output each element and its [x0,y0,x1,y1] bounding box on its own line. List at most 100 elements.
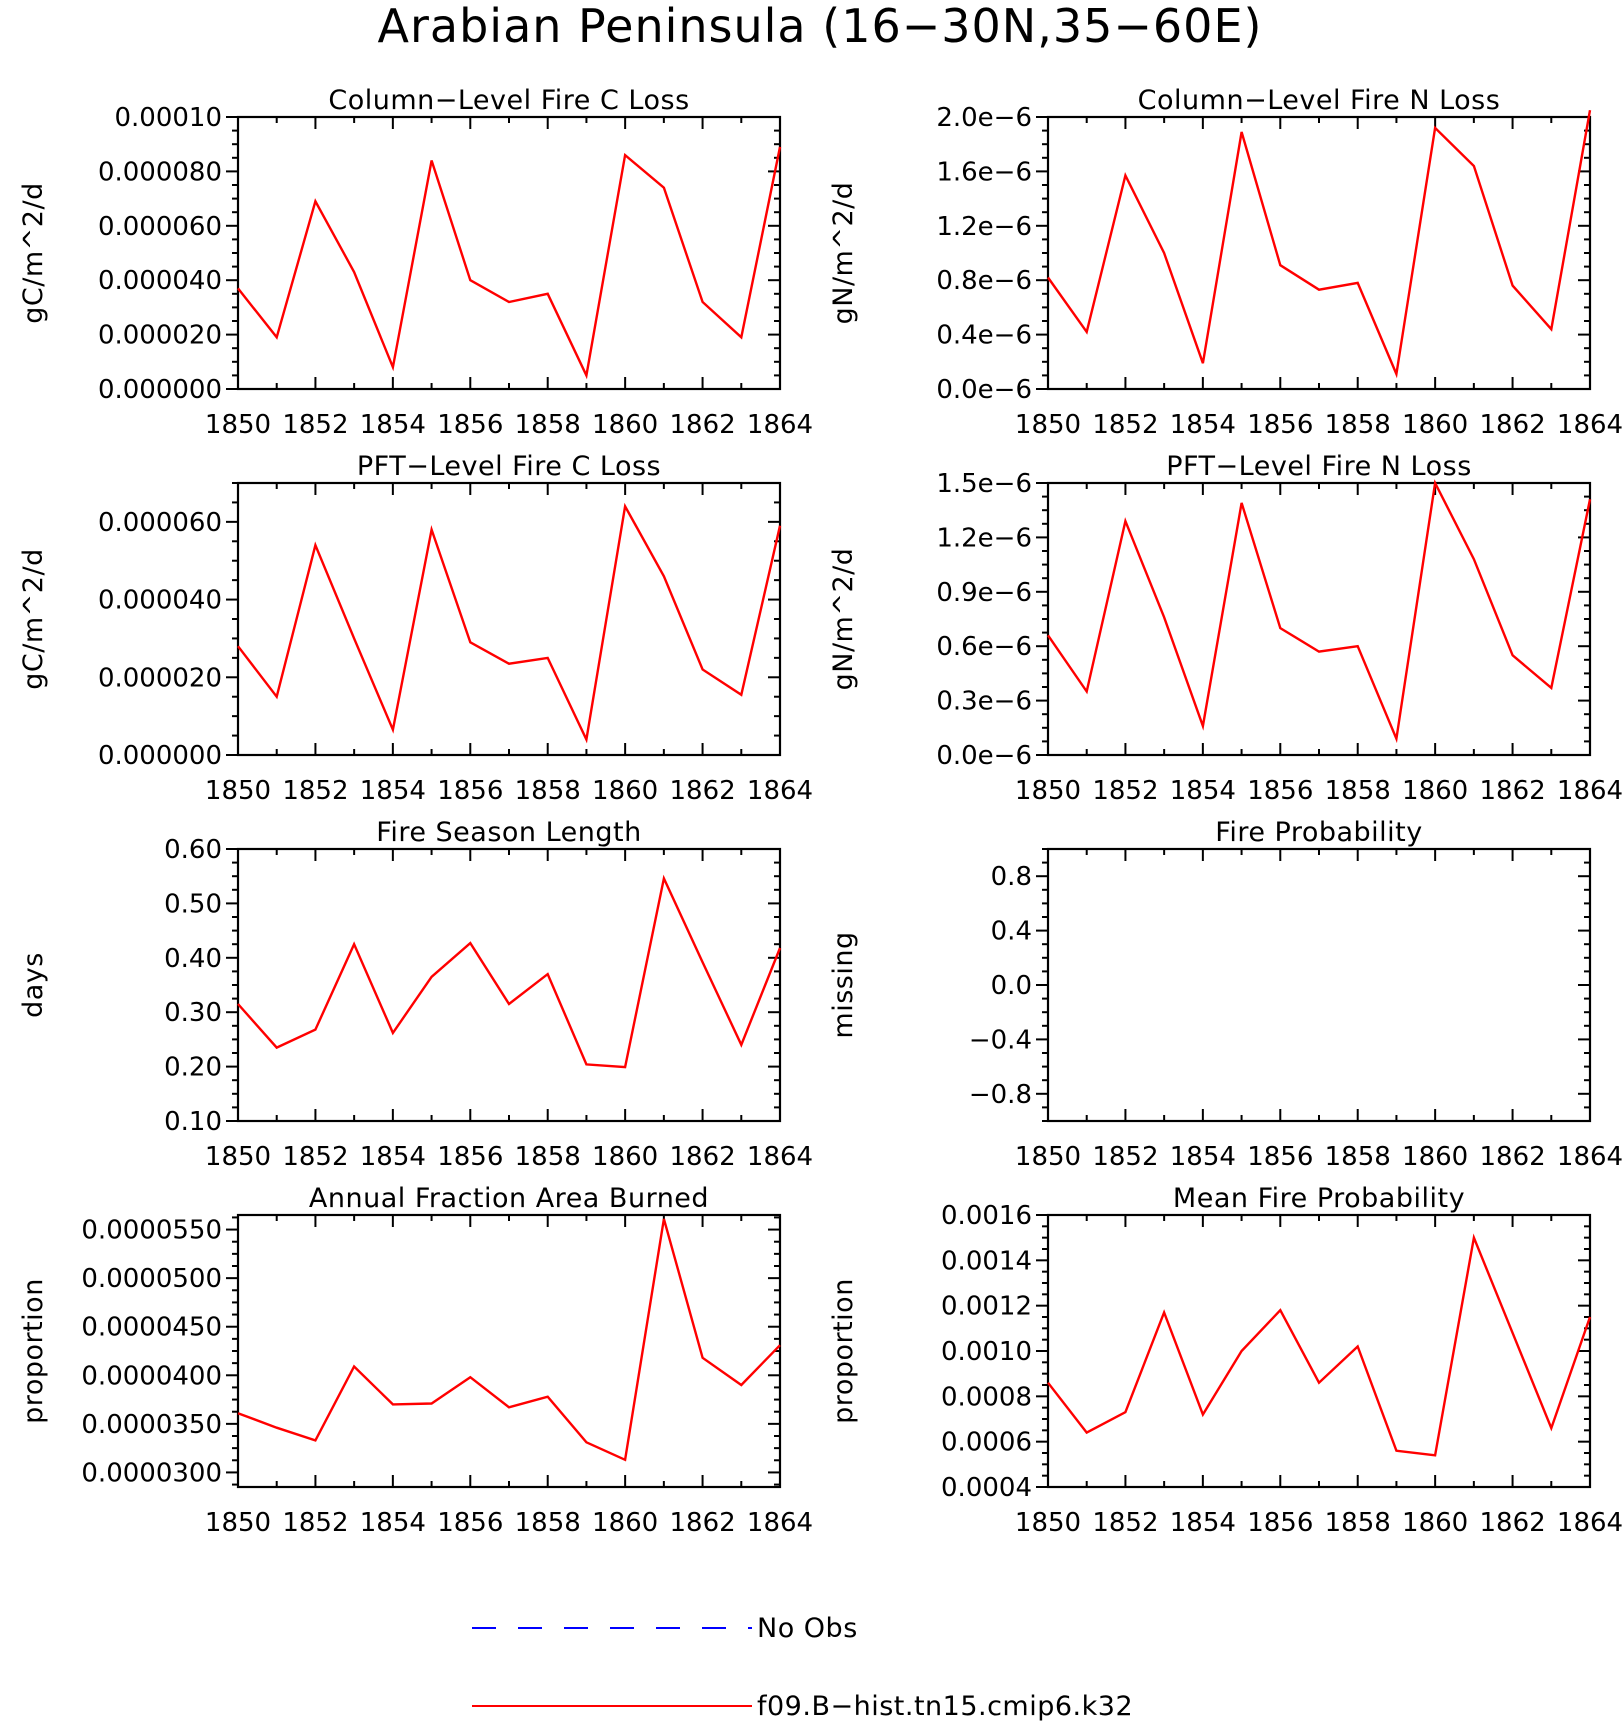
y-tick-label: −0.8 [969,1080,1032,1110]
x-tick-label: 1854 [1170,776,1236,806]
panel-frame [1046,481,1592,757]
x-tick-label: 1850 [1015,1142,1081,1172]
y-tick-label: 0.4e−6 [936,321,1032,351]
panel-6: 1850 1852 1854 1856 1858 1860 1862 1864 0.000030… [18,1183,813,1538]
y-tick-label: 0.000040 [98,586,222,616]
x-tick-label: 1856 [1247,410,1313,440]
panel-5: 1850 1852 1854 1856 1858 1860 1862 1864 −0.8 −0.4… [828,817,1623,1172]
panel-title: Mean Fire Probability [1173,1183,1465,1214]
y-tick-label: 0.0008 [941,1382,1032,1412]
x-tick-label: 1864 [747,776,813,806]
panel-title: PFT−Level Fire C Loss [357,451,661,482]
x-tick-label: 1852 [282,1508,348,1538]
x-tick-label: 1856 [437,1508,503,1538]
panel-0: 1850 1852 1854 1856 1858 1860 1862 1864 0.000000… [18,85,813,440]
x-tick-label: 1854 [1170,1508,1236,1538]
x-tick-label: 1856 [1247,776,1313,806]
y-tick-label: 0.000020 [98,321,222,351]
x-tick-label: 1860 [1402,1508,1468,1538]
panel-1: 1850 1852 1854 1856 1858 1860 1862 1864 0.0e−6 0.… [828,85,1623,440]
y-tick-label: 0.00010 [114,103,222,133]
series-line [237,502,782,744]
x-tick-label: 1858 [515,410,581,440]
x-tick-label: 1858 [1325,410,1391,440]
x-tick-label: 1850 [1015,410,1081,440]
y-tick-label: −0.4 [969,1025,1032,1055]
y-tick-label: 0.000040 [98,266,222,296]
y-tick-label: 0.50 [164,889,222,919]
x-tick-label: 1864 [747,1508,813,1538]
x-tick-label: 1850 [205,1142,271,1172]
panel-3: 1850 1852 1854 1856 1858 1860 1862 1864 0.0e−6 0.… [828,451,1623,806]
x-tick-label: 1854 [360,1142,426,1172]
legend-obs-label: No Obs [757,1613,858,1644]
y-tick-label: 0.0014 [941,1246,1032,1276]
panel-title: Fire Season Length [376,817,641,848]
y-tick-label: 0.000000 [98,741,222,771]
y-tick-label: 0.6e−6 [936,632,1032,662]
legend: No Obs f09.B−hist.tn15.cmip6.k32 [472,1613,1133,1722]
x-tick-label: 1860 [592,410,658,440]
y-axis-label: missing [828,931,859,1038]
y-axis-label: proportion [828,1278,859,1424]
x-tick-label: 1852 [282,776,348,806]
y-tick-label: 0.0e−6 [936,741,1032,771]
panel-frame [236,847,782,1123]
x-tick-label: 1860 [592,776,658,806]
y-tick-label: 0.0000450 [81,1313,222,1343]
panel-4: 1850 1852 1854 1856 1858 1860 1862 1864 0.10 0.20… [18,817,813,1172]
x-tick-label: 1862 [1479,1508,1545,1538]
y-tick-label: 0.0016 [941,1201,1032,1231]
x-tick-label: 1858 [1325,776,1391,806]
panel-frame [1046,115,1592,391]
x-tick-label: 1854 [360,776,426,806]
x-tick-label: 1862 [669,776,735,806]
x-tick-label: 1860 [1402,1142,1468,1172]
y-axis-label: gC/m^2/d [18,182,49,323]
x-tick-label: 1864 [1557,1508,1623,1538]
x-tick-label: 1864 [747,410,813,440]
panel-7: 1850 1852 1854 1856 1858 1860 1862 1864 0.0004 0.… [828,1183,1623,1538]
y-axis-label: gC/m^2/d [18,548,49,689]
y-axis-label: proportion [18,1278,49,1424]
y-tick-label: 0.0000300 [81,1458,222,1488]
y-tick-label: 0.0006 [941,1428,1032,1458]
series-line [1047,479,1592,744]
panel-frame [236,1213,782,1489]
x-tick-label: 1862 [669,1142,735,1172]
x-tick-label: 1854 [360,410,426,440]
panel-frame [1046,847,1592,1123]
x-tick-label: 1856 [437,410,503,440]
x-tick-label: 1854 [1170,410,1236,440]
x-tick-label: 1850 [205,1508,271,1538]
y-tick-label: 0.0010 [941,1337,1032,1367]
series-line [1047,1233,1592,1457]
x-tick-label: 1852 [282,1142,348,1172]
panel-title: Annual Fraction Area Burned [309,1183,709,1214]
y-axis-label: days [18,952,49,1018]
x-tick-label: 1858 [515,1508,581,1538]
y-tick-label: 1.2e−6 [936,523,1032,553]
y-tick-label: 0.60 [164,835,222,865]
y-tick-label: 0.000080 [98,157,222,187]
y-tick-label: 0.0012 [941,1292,1032,1322]
x-tick-label: 1852 [1092,410,1158,440]
y-tick-label: 0.30 [164,998,222,1028]
y-tick-label: 1.6e−6 [936,157,1032,187]
x-tick-label: 1856 [437,1142,503,1172]
y-tick-label: 0.10 [164,1107,222,1137]
y-tick-label: 0.0000400 [81,1361,222,1391]
y-tick-label: 1.5e−6 [936,469,1032,499]
x-tick-label: 1858 [515,1142,581,1172]
y-tick-label: 0.8 [991,862,1032,892]
y-tick-label: 2.0e−6 [936,103,1032,133]
x-tick-label: 1852 [1092,1508,1158,1538]
x-tick-label: 1850 [1015,1508,1081,1538]
y-tick-label: 0.0000350 [81,1410,222,1440]
x-tick-label: 1854 [1170,1142,1236,1172]
x-tick-label: 1862 [669,1508,735,1538]
legend-model-label: f09.B−hist.tn15.cmip6.k32 [757,1691,1133,1722]
panel-title: Fire Probability [1215,817,1423,848]
y-tick-label: 0.000020 [98,663,222,693]
